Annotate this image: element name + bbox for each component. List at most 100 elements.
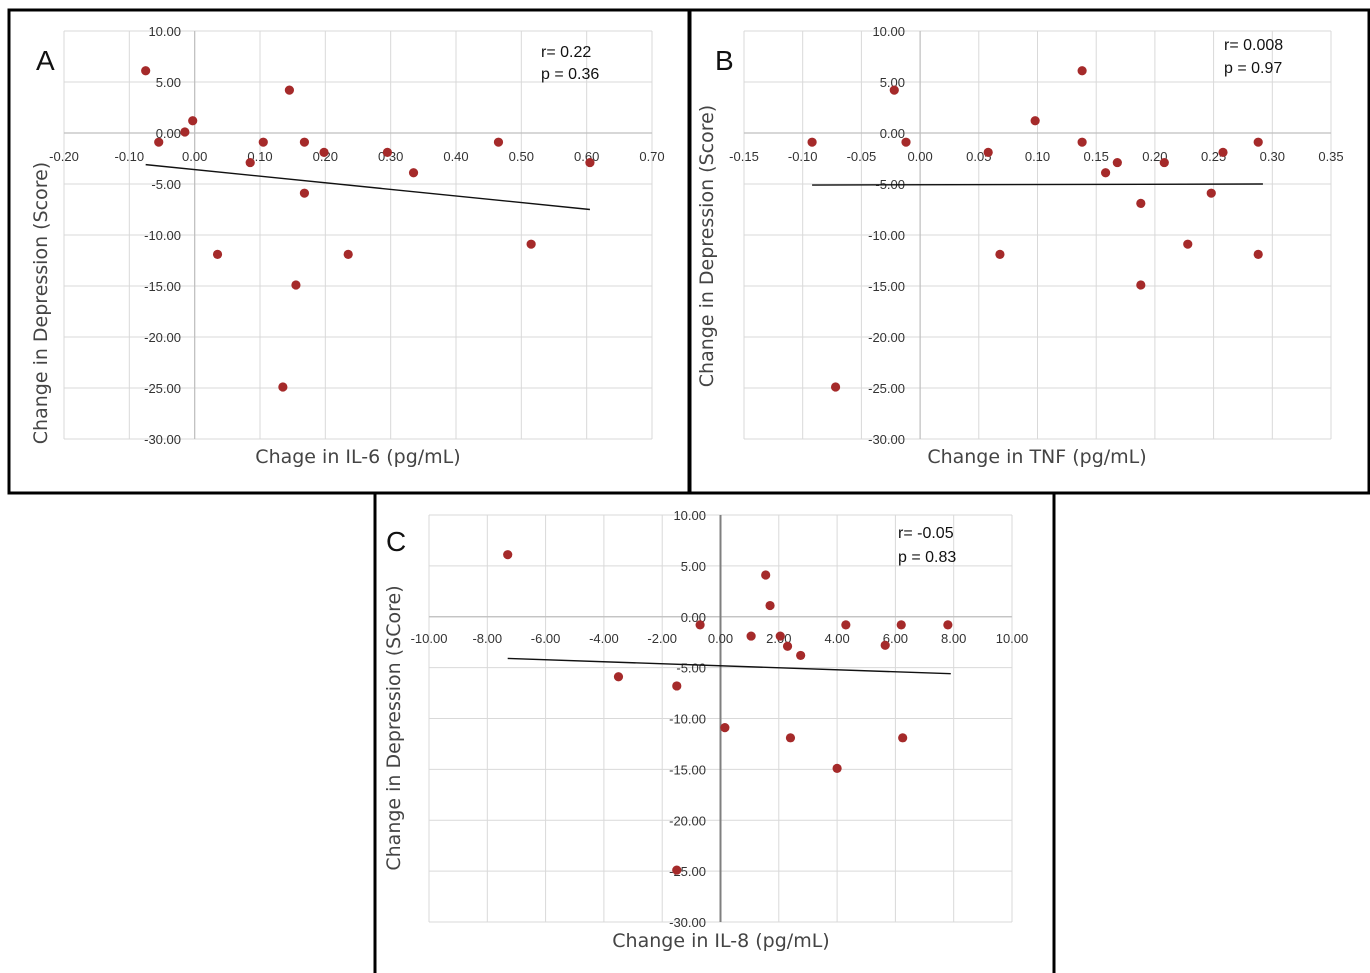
trend-line xyxy=(145,163,591,211)
y-tick-label: 0.00 xyxy=(880,126,905,141)
x-axis-title: Change in TNF (pg/mL) xyxy=(927,446,1146,468)
data-point xyxy=(382,147,392,157)
axes xyxy=(744,31,1331,439)
data-point xyxy=(503,550,513,560)
y-tick-label: 10.00 xyxy=(673,508,706,523)
data-point xyxy=(983,147,993,157)
gridlines xyxy=(743,30,1332,440)
data-point xyxy=(1030,116,1040,126)
x-tick-label: 0.40 xyxy=(443,149,468,164)
x-tick-label: -10.00 xyxy=(411,631,448,646)
y-tick-label: -10.00 xyxy=(144,228,181,243)
data-point xyxy=(943,620,953,630)
x-tick-label: 0.35 xyxy=(1318,149,1343,164)
data-point xyxy=(796,650,806,661)
x-tick-labels: -0.20-0.100.000.100.200.300.400.500.600.… xyxy=(49,149,664,164)
trend-line-segment xyxy=(507,657,951,675)
data-point xyxy=(1253,249,1263,259)
data-point xyxy=(901,137,911,147)
y-axis-title: Change in Depression (Score) xyxy=(696,105,718,387)
data-point xyxy=(841,620,851,630)
y-tick-label: -15.00 xyxy=(868,279,905,294)
data-point xyxy=(785,733,796,743)
trend-line-segment xyxy=(812,183,1263,186)
data-points xyxy=(141,66,595,392)
data-point xyxy=(1112,157,1122,168)
data-point xyxy=(154,137,164,147)
x-tick-label: -6.00 xyxy=(531,631,561,646)
data-point xyxy=(585,157,595,168)
correlation-r: r= 0.22 xyxy=(541,44,591,61)
data-point xyxy=(493,137,504,147)
data-point xyxy=(720,723,730,733)
x-axis-title: Change in IL-8 (pg/mL) xyxy=(612,930,829,952)
data-point xyxy=(1206,188,1216,198)
data-point xyxy=(343,249,353,259)
data-points xyxy=(503,550,953,875)
y-tick-label: -15.00 xyxy=(144,279,181,294)
x-tick-label: -0.10 xyxy=(115,149,145,164)
y-tick-label: -20.00 xyxy=(144,330,181,345)
y-tick-label: -25.00 xyxy=(144,381,181,396)
data-point xyxy=(1136,280,1146,290)
y-tick-label: -5.00 xyxy=(676,661,706,676)
x-tick-label: 0.70 xyxy=(639,149,664,164)
axes xyxy=(64,31,652,439)
x-tick-label: 0.00 xyxy=(708,631,733,646)
x-tick-label: 8.00 xyxy=(941,631,966,646)
y-tick-label: -30.00 xyxy=(144,432,181,447)
correlation-r: r= -0.05 xyxy=(898,525,954,542)
y-tick-label: -15.00 xyxy=(669,762,706,777)
data-point xyxy=(672,681,682,691)
y-axis-title: Change in Depression (SCore) xyxy=(383,585,405,870)
trend-line xyxy=(812,183,1263,186)
y-tick-label: -20.00 xyxy=(868,330,905,345)
data-point xyxy=(1159,157,1169,168)
data-point xyxy=(1183,239,1193,249)
y-tick-label: -5.00 xyxy=(151,177,181,192)
y-tick-label: -10.00 xyxy=(669,712,706,727)
data-point xyxy=(188,116,198,126)
scatter-chart-a: -0.20-0.100.000.100.200.300.400.500.600.… xyxy=(30,24,665,468)
axes xyxy=(429,515,1012,922)
data-point xyxy=(880,640,890,650)
y-tick-label: -20.00 xyxy=(669,813,706,828)
data-point xyxy=(278,382,288,392)
x-tick-label: 0.00 xyxy=(907,149,932,164)
data-point xyxy=(807,137,817,147)
data-point xyxy=(782,641,793,651)
y-tick-label: 10.00 xyxy=(148,24,181,39)
x-tick-label: 0.30 xyxy=(1260,149,1285,164)
x-tick-label: 0.10 xyxy=(1025,149,1050,164)
data-point xyxy=(830,382,841,392)
data-point xyxy=(746,631,756,641)
p-value: p = 0.97 xyxy=(1224,60,1282,77)
y-tick-label: 5.00 xyxy=(681,559,706,574)
data-point xyxy=(1100,168,1111,178)
data-point xyxy=(889,85,899,95)
data-point xyxy=(141,66,151,76)
data-point xyxy=(1253,137,1263,147)
data-point xyxy=(761,570,771,580)
y-tick-labels: 10.00 5.00 0.00 -5.00 -10.00 -15.00 -20.00 -25.… xyxy=(144,24,181,447)
data-point xyxy=(526,239,536,249)
data-point xyxy=(613,672,624,682)
y-tick-label: 5.00 xyxy=(156,75,181,90)
y-tick-label: -25.00 xyxy=(868,381,905,396)
x-tick-label: -0.20 xyxy=(49,149,79,164)
data-point xyxy=(832,763,842,773)
data-point xyxy=(258,137,268,147)
panel-letter: B xyxy=(715,45,734,76)
data-point xyxy=(775,631,785,641)
data-point xyxy=(299,188,310,198)
data-point xyxy=(1218,147,1228,157)
data-point xyxy=(672,865,682,875)
x-tick-label: -0.15 xyxy=(729,149,759,164)
data-point xyxy=(319,147,329,157)
x-tick-label: -8.00 xyxy=(472,631,502,646)
y-tick-label: 0.00 xyxy=(156,126,181,141)
data-point xyxy=(408,168,419,178)
data-point xyxy=(995,249,1005,259)
panel-c-frame xyxy=(373,491,1056,973)
